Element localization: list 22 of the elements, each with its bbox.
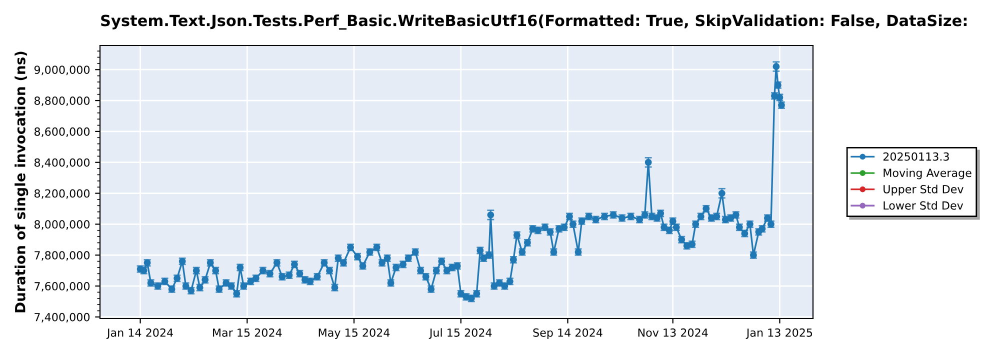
y-tick-label: 8,600,000	[34, 127, 90, 137]
y-axis-title: Duration of single invocation (ns)	[14, 52, 28, 312]
legend-label: Moving Average	[884, 168, 972, 180]
x-tick-label: Mar 15 2024	[213, 328, 282, 337]
legend-label: Upper Std Dev	[884, 184, 964, 196]
y-tick-label: 8,800,000	[34, 96, 90, 106]
x-tick-label: Jan 14 2024	[106, 328, 173, 339]
legend-label: 20250113.3	[883, 152, 949, 161]
y-tick-label: 8,000,000	[34, 220, 90, 230]
x-tick-label: Jul 15 2024	[428, 328, 492, 339]
x-tick-label: May 15 2024	[318, 328, 390, 339]
y-tick-label: 7,800,000	[34, 251, 90, 261]
chart-title: System.Text.Json.Tests.Perf_Basic.WriteBasicUtf16(Formatted: True, SkipValidation: False, DataSize:	[101, 14, 967, 30]
y-tick-label: 8,200,000	[34, 189, 90, 199]
legend-label: Lower Std Dev	[884, 201, 964, 210]
y-tick-label: 7,400,000	[34, 312, 90, 322]
y-tick-label: 7,600,000	[34, 282, 90, 292]
x-tick-label: Nov 13 2024	[638, 328, 708, 337]
y-tick-label: 9,000,000	[34, 66, 90, 76]
x-tick-label: Sep 14 2024	[533, 328, 602, 339]
y-tick-label: 8,400,000	[34, 158, 90, 168]
x-tick-label: Jan 13 2025	[746, 328, 812, 339]
